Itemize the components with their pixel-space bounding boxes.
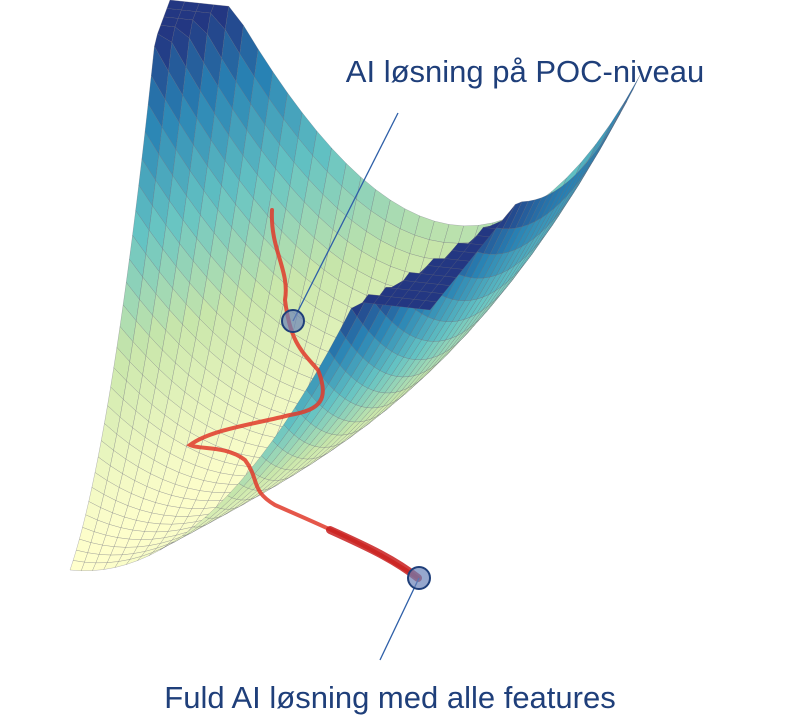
annotation: AI løsning på POC-niveau bbox=[346, 54, 704, 89]
surface-cell bbox=[590, 124, 611, 158]
descent-path-end bbox=[330, 530, 418, 578]
page: AI løsning på POC-niveau Fuld AI løsning… bbox=[0, 0, 803, 722]
annotation: Fuld AI løsning med alle features bbox=[164, 680, 615, 715]
callout-marker bbox=[282, 310, 304, 332]
callout-line bbox=[380, 578, 419, 660]
callout-marker bbox=[408, 567, 430, 589]
diagram: AI løsning på POC-niveau Fuld AI løsning… bbox=[0, 0, 803, 722]
surface-cell bbox=[604, 101, 625, 138]
